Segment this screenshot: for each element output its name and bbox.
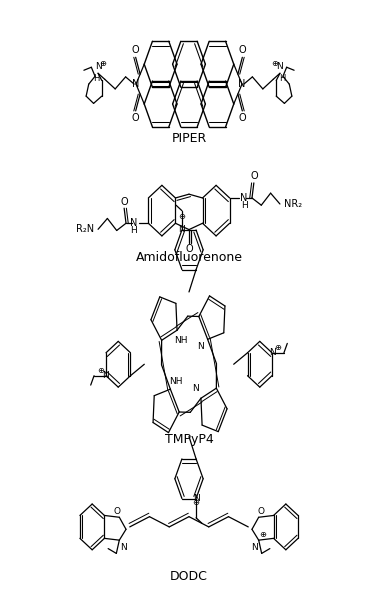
Text: ⊕: ⊕ [274, 344, 281, 353]
Text: N: N [240, 193, 248, 203]
Text: O: O [239, 45, 246, 55]
Text: N: N [132, 79, 140, 89]
Text: ⊕: ⊕ [178, 212, 186, 221]
Text: H: H [93, 74, 99, 83]
Text: N: N [178, 226, 185, 235]
Text: N: N [251, 543, 257, 552]
Text: H: H [279, 74, 285, 83]
Text: NR₂: NR₂ [284, 199, 302, 209]
Text: ⊕: ⊕ [192, 498, 200, 507]
Text: O: O [185, 244, 193, 254]
Text: N: N [269, 348, 276, 358]
Text: N: N [192, 384, 199, 393]
Text: O: O [257, 506, 264, 516]
Text: R₂N: R₂N [76, 224, 94, 234]
Text: N: N [197, 342, 203, 351]
Text: O: O [120, 196, 128, 207]
Text: TMPyP4: TMPyP4 [165, 433, 213, 446]
Text: Amidofluorenone: Amidofluorenone [135, 250, 243, 263]
Text: ⊕: ⊕ [97, 367, 104, 375]
Text: N: N [238, 79, 246, 89]
Text: N: N [121, 543, 127, 552]
Text: NH: NH [169, 377, 183, 386]
Text: PIPER: PIPER [171, 132, 207, 145]
Text: N: N [277, 63, 284, 72]
Text: O: O [114, 506, 121, 516]
Text: H: H [130, 226, 136, 235]
Text: ⊕: ⊕ [260, 530, 266, 539]
Text: O: O [239, 113, 246, 123]
Text: N: N [193, 494, 200, 503]
Text: H: H [242, 201, 248, 210]
Text: O: O [132, 113, 139, 123]
Text: ⊕: ⊕ [99, 59, 106, 68]
Text: O: O [250, 171, 258, 181]
Text: O: O [132, 45, 139, 55]
Text: N: N [94, 63, 101, 72]
Text: N: N [102, 371, 109, 380]
Text: ⊕: ⊕ [272, 59, 279, 68]
Text: N: N [130, 218, 138, 228]
Text: DODC: DODC [170, 570, 208, 583]
Text: NH: NH [174, 336, 187, 345]
